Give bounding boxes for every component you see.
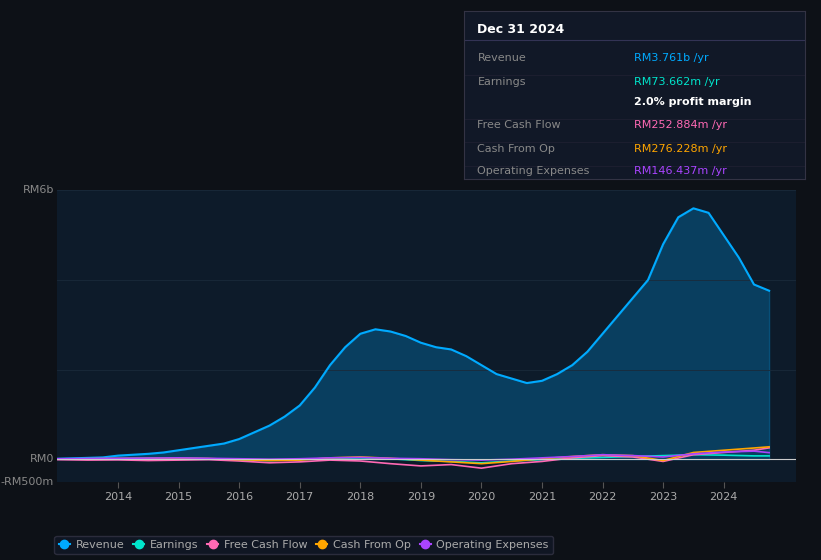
Text: 2.0% profit margin: 2.0% profit margin: [635, 97, 752, 107]
Text: Cash From Op: Cash From Op: [478, 144, 555, 154]
Text: Operating Expenses: Operating Expenses: [478, 166, 589, 176]
Text: RM73.662m /yr: RM73.662m /yr: [635, 77, 720, 87]
Text: RM0: RM0: [30, 454, 54, 464]
Text: RM146.437m /yr: RM146.437m /yr: [635, 166, 727, 176]
Text: Revenue: Revenue: [478, 53, 526, 63]
Text: RM252.884m /yr: RM252.884m /yr: [635, 120, 727, 130]
Legend: Revenue, Earnings, Free Cash Flow, Cash From Op, Operating Expenses: Revenue, Earnings, Free Cash Flow, Cash …: [54, 535, 553, 554]
Text: -RM500m: -RM500m: [1, 477, 54, 487]
Text: Free Cash Flow: Free Cash Flow: [478, 120, 561, 130]
Text: Earnings: Earnings: [478, 77, 526, 87]
Text: Dec 31 2024: Dec 31 2024: [478, 23, 565, 36]
Text: RM6b: RM6b: [22, 185, 54, 195]
Text: RM3.761b /yr: RM3.761b /yr: [635, 53, 709, 63]
Text: RM276.228m /yr: RM276.228m /yr: [635, 144, 727, 154]
